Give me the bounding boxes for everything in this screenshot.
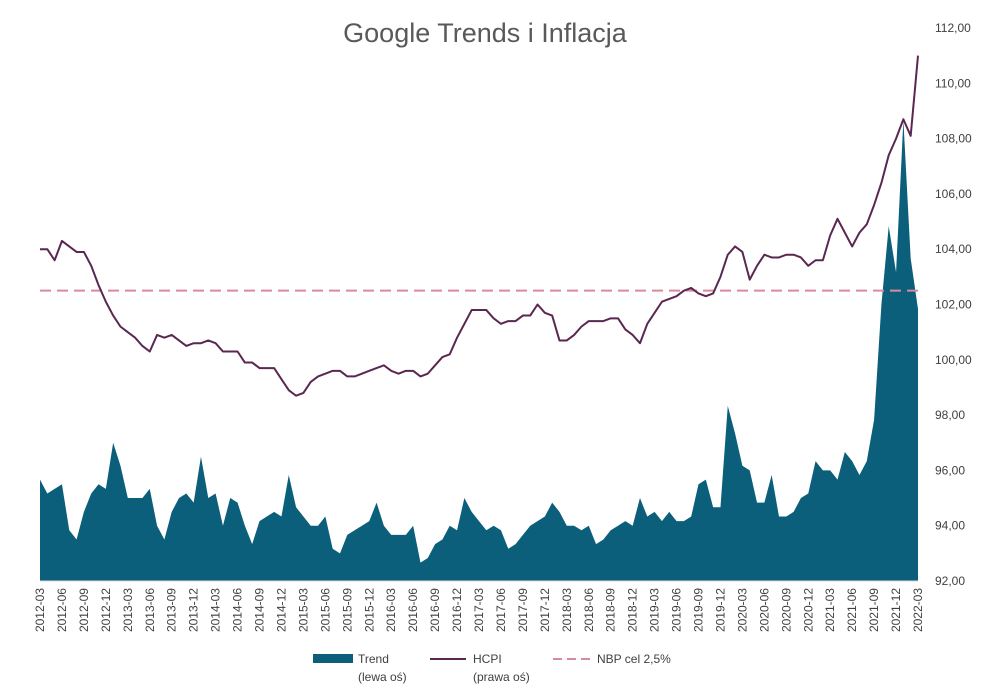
hcpi-line-group	[40, 55, 919, 397]
x-axis-tick-label: 2013-06	[143, 588, 157, 632]
right-axis-tick-label: 104,00	[935, 242, 972, 256]
trend-area-group	[40, 120, 918, 582]
x-axis-tick-label: 2021-12	[889, 588, 903, 632]
x-axis-tick-label: 2012-09	[77, 588, 91, 632]
x-axis-tick-label: 2013-03	[121, 588, 135, 632]
legend-trend-swatch	[313, 654, 353, 663]
right-axis-tick-label: 96,00	[935, 463, 965, 477]
x-axis-tick-label: 2017-12	[538, 588, 552, 632]
x-axis-tick-label: 2014-09	[253, 588, 267, 632]
x-axis-tick-label: 2020-09	[779, 588, 793, 632]
trend-area	[40, 120, 918, 582]
x-axis-tick-label: 2012-06	[55, 588, 69, 632]
x-axis-tick-label: 2012-03	[33, 588, 47, 632]
right-axis-tick-label: 94,00	[935, 519, 965, 533]
x-axis-tick-label: 2021-03	[823, 588, 837, 632]
x-axis-tick-label: 2020-12	[801, 588, 815, 632]
x-axis-tick-label: 2022-03	[911, 588, 925, 632]
x-axis-tick-label: 2012-12	[99, 588, 113, 632]
legend-nbp-label: NBP cel 2,5%	[597, 652, 671, 666]
x-axis-tick-label: 2019-12	[713, 588, 727, 632]
x-axis-tick-label: 2017-03	[472, 588, 486, 632]
x-axis-tick-label: 2018-09	[604, 588, 618, 632]
x-axis-tick-label: 2014-03	[209, 588, 223, 632]
right-axis: 92,00 94,00 96,00 98,00 100,00 102,00 104,00 10…	[935, 21, 972, 588]
legend-hcpi-sub: (prawa oś)	[473, 670, 530, 684]
x-axis-tick-label: 2017-09	[516, 588, 530, 632]
x-axis-tick-label: 2020-06	[757, 588, 771, 632]
x-axis-tick-label: 2016-03	[384, 588, 398, 632]
x-axis-tick-label: 2020-03	[735, 588, 749, 632]
right-axis-tick-label: 112,00	[935, 21, 971, 35]
x-axis-tick-label: 2017-06	[494, 588, 508, 632]
x-axis: 2012-03 2012-06 2012-09 2012-12 2013-03 2013-…	[33, 580, 925, 632]
x-axis-tick-label: 2019-03	[648, 588, 662, 632]
chart-title: Google Trends i Inflacja	[343, 18, 628, 48]
x-axis-tick-label: 2018-06	[582, 588, 596, 632]
x-axis-tick-label: 2019-09	[692, 588, 706, 632]
right-axis-tick-label: 102,00	[935, 298, 972, 312]
x-axis-tick-label: 2013-12	[187, 588, 201, 632]
x-axis-tick-label: 2013-09	[165, 588, 179, 632]
x-axis-tick-label: 2021-09	[867, 588, 881, 632]
x-axis-tick-label: 2019-06	[670, 588, 684, 632]
right-axis-tick-label: 110,00	[935, 76, 971, 90]
hcpi-line	[40, 55, 919, 397]
x-axis-tick-label: 2015-09	[340, 588, 354, 632]
legend: Trend (lewa oś) HCPI (prawa oś) NBP cel …	[313, 652, 671, 684]
x-axis-tick-label: 2014-12	[274, 588, 288, 632]
x-axis-tick-label: 2014-06	[231, 588, 245, 632]
right-axis-tick-label: 108,00	[935, 132, 972, 146]
x-axis-tick-label: 2016-09	[428, 588, 442, 632]
x-axis-tick-label: 2015-12	[362, 588, 376, 632]
right-axis-tick-label: 98,00	[935, 408, 965, 422]
x-axis-tick-label: 2016-06	[406, 588, 420, 632]
right-axis-tick-label: 106,00	[935, 187, 972, 201]
x-axis-tick-label: 2015-03	[296, 588, 310, 632]
right-axis-tick-label: 92,00	[935, 574, 965, 588]
x-axis-tick-label: 2015-06	[318, 588, 332, 632]
legend-trend-sub: (lewa oś)	[358, 670, 407, 684]
legend-trend-label: Trend	[358, 652, 389, 666]
x-axis-tick-label: 2018-12	[626, 588, 640, 632]
x-axis-tick-label: 2021-06	[845, 588, 859, 632]
x-axis-tick-label: 2016-12	[450, 588, 464, 632]
legend-hcpi-label: HCPI	[473, 652, 502, 666]
x-axis-tick-label: 2018-03	[560, 588, 574, 632]
right-axis-tick-label: 100,00	[935, 353, 972, 367]
